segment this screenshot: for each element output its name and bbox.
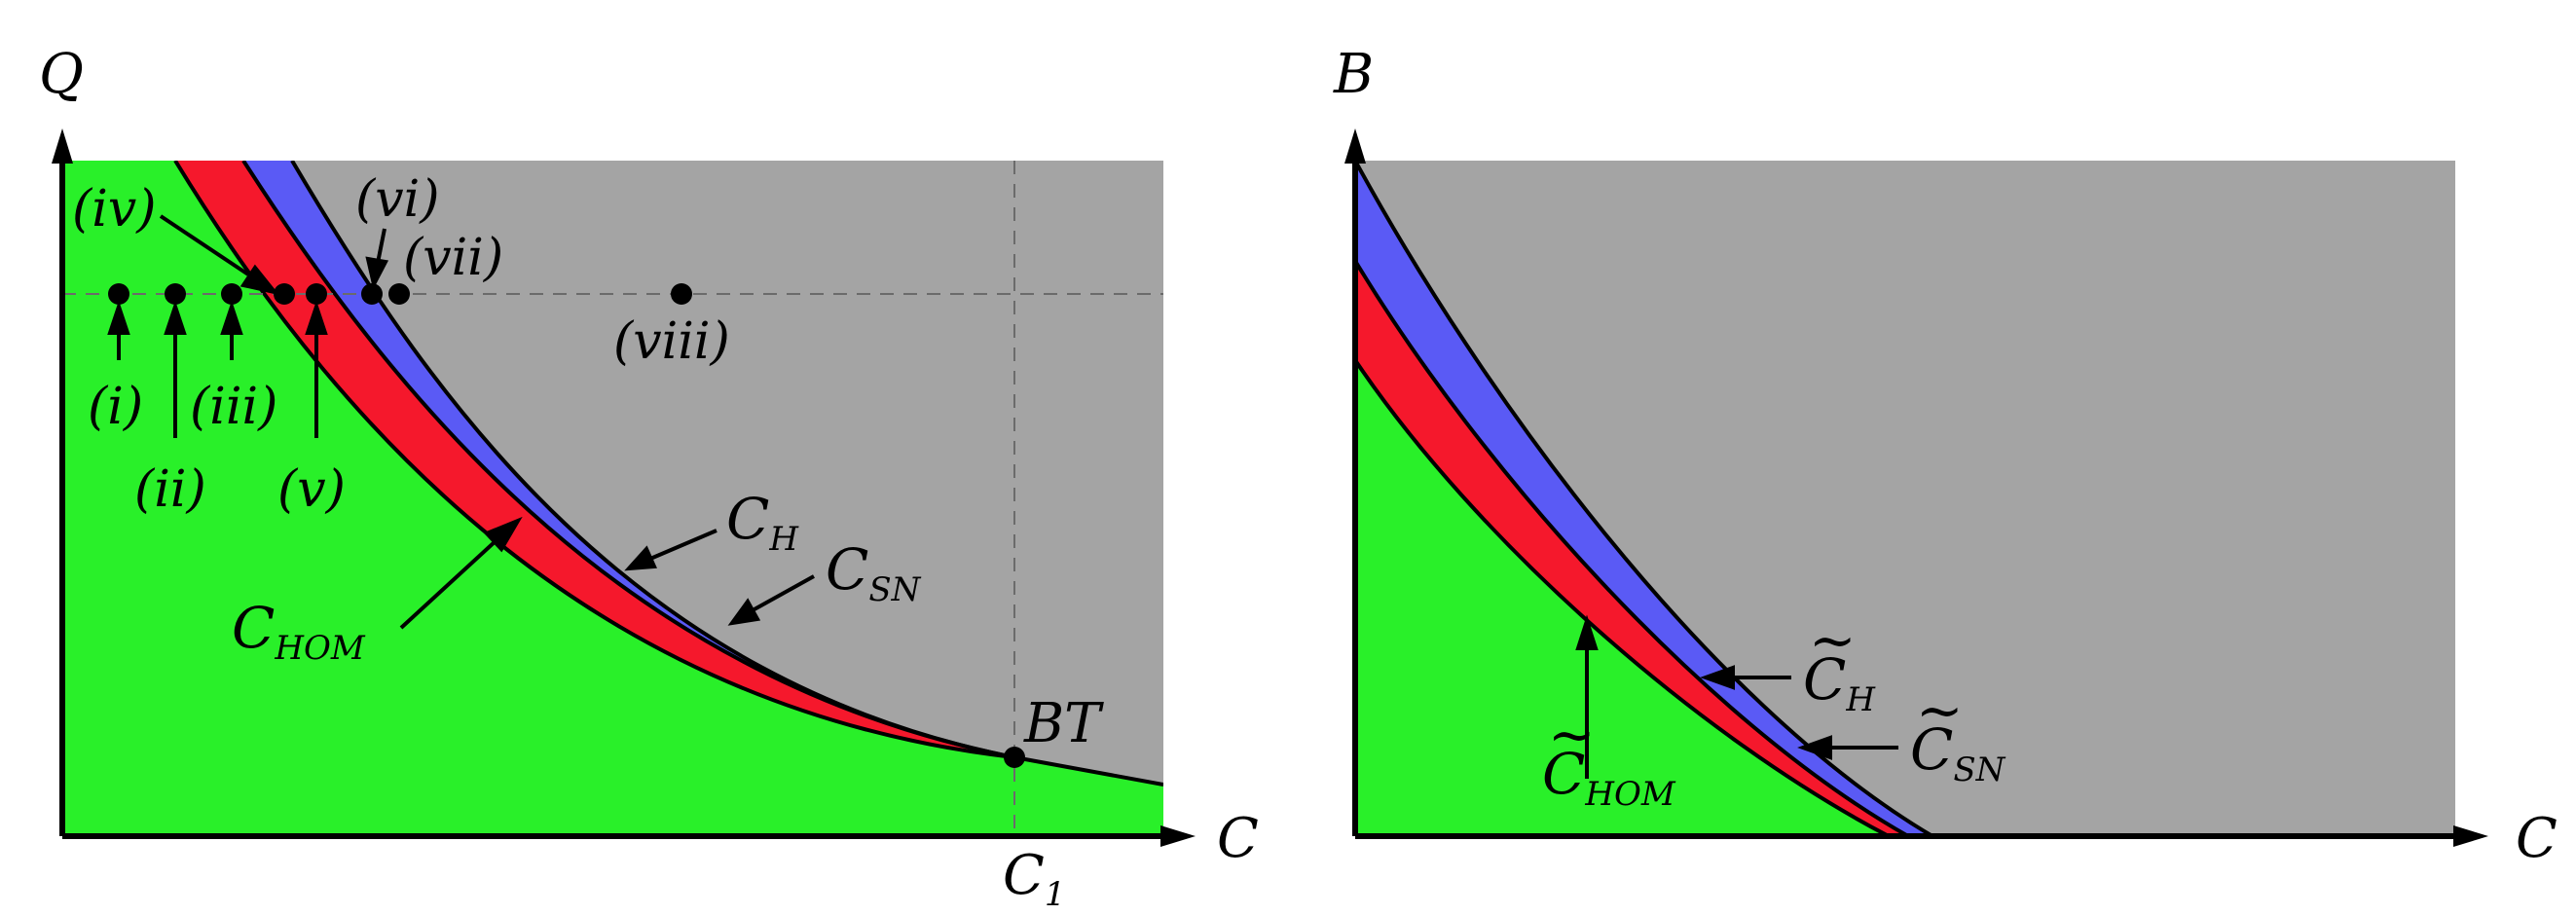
- right-curve-label-hom: CHOM: [1542, 741, 1676, 814]
- right-y-axis-arrow: [1344, 128, 1366, 164]
- right-curve-hom-line: [1355, 358, 1890, 836]
- curve-label-h: CH: [726, 486, 799, 559]
- right-curve-sn-line: [1355, 259, 1909, 836]
- left-y-axis-arrow: [52, 128, 73, 164]
- right-curve-label-hom-tilde: ~: [1548, 702, 1596, 768]
- right-x-axis-label: C: [2516, 807, 2558, 870]
- c1-tick-label: C1: [1003, 844, 1066, 914]
- right-green-region: [1355, 360, 1889, 836]
- right-curve-label-h-tilde: ~: [1809, 607, 1857, 674]
- point-label-vi: (vi): [355, 170, 440, 229]
- bt-label: BT: [1023, 692, 1104, 755]
- left-y-axis-label: Q: [39, 43, 84, 106]
- point-vii: [388, 283, 410, 305]
- point-label-v: (v): [277, 460, 346, 519]
- right-curve-label-h: CH: [1803, 646, 1876, 719]
- bt-point: [1004, 747, 1025, 768]
- point-label-iv: (iv): [72, 180, 157, 238]
- point-label-vii: (vii): [403, 229, 503, 287]
- point-v: [306, 283, 327, 305]
- point-ii: [165, 283, 186, 305]
- curve-after-bt-line: [1013, 755, 1163, 787]
- point-label-iii: (iii): [190, 378, 277, 436]
- curve-h-line: [290, 161, 1015, 759]
- point-iv: [274, 283, 295, 305]
- point-arrows: [107, 214, 389, 438]
- curve-label-arrows-left: [399, 516, 815, 630]
- point-label-i: (i): [88, 378, 143, 436]
- left-x-axis-label: C: [1217, 807, 1259, 870]
- point-label-ii: (ii): [134, 460, 206, 519]
- curve-label-arrows-right: [1575, 614, 1898, 779]
- right-panel: B C CHOM ~ CH ~ CSN ~: [1333, 43, 2558, 870]
- right-curve-h-line: [1355, 161, 1934, 836]
- left-x-axis-arrow: [1160, 825, 1196, 847]
- point-i: [108, 283, 129, 305]
- point-label-viii: (viii): [613, 312, 730, 371]
- point-viii: [671, 283, 692, 305]
- parameter-points: [108, 283, 692, 305]
- left-green-region: [62, 161, 1163, 836]
- right-y-axis-label: B: [1333, 43, 1374, 106]
- right-curve-label-sn: CSN: [1910, 716, 2006, 789]
- left-panel: Q C C1 BT (i) (ii) (iii) (iv): [39, 43, 1259, 914]
- curve-label-hom: CHOM: [232, 595, 366, 668]
- curve-label-sn: CSN: [826, 536, 922, 609]
- point-iii: [221, 283, 242, 305]
- point-vi: [361, 283, 383, 305]
- right-x-axis-arrow: [2453, 825, 2488, 847]
- right-curve-label-sn-tilde: ~: [1916, 677, 1964, 744]
